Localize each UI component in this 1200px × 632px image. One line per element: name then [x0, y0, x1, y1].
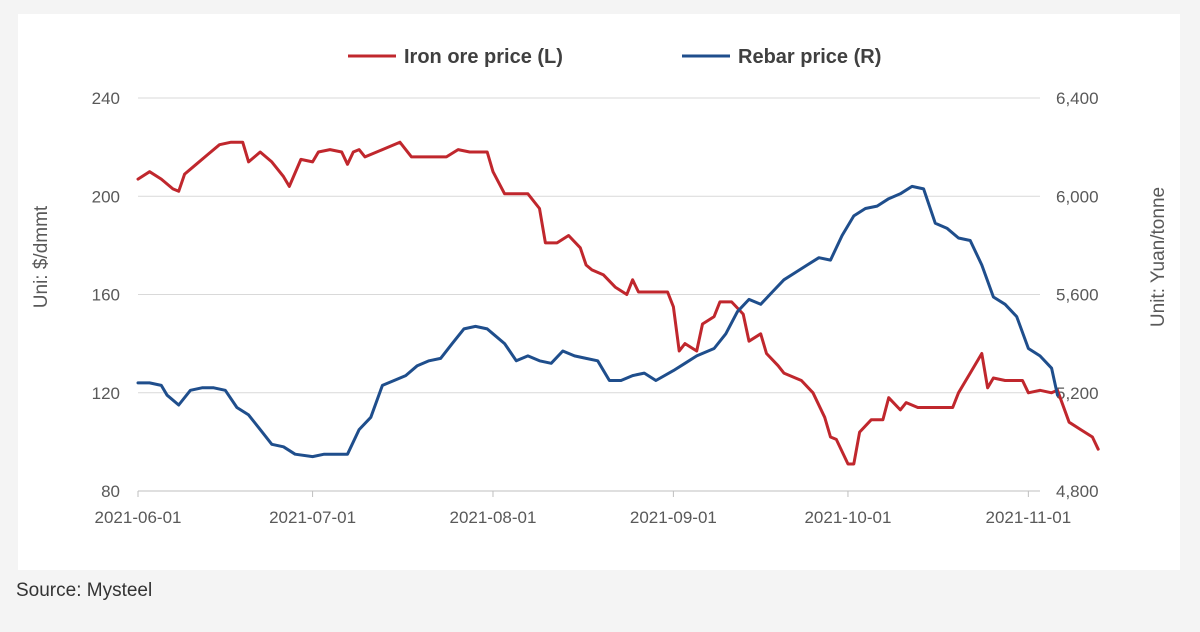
rebar-price-line	[136, 184, 1059, 459]
x-tick-label: 2021-07-01	[269, 508, 356, 527]
x-tick-label: 2021-10-01	[804, 508, 891, 527]
x-tick-label: 2021-11-01	[986, 508, 1072, 527]
y-left-tick-label: 80	[101, 482, 120, 501]
y-right-tick-label: 4,800	[1056, 482, 1099, 501]
y-left-tick-label: 160	[92, 286, 120, 305]
chart-card: Iron ore price (L) Rebar price (R) 80 120…	[18, 14, 1180, 570]
y-axis-right-title: Unit: Yuan/tonne	[1148, 187, 1169, 327]
y-right-tick-label: 5,600	[1056, 286, 1099, 305]
y-left-tick-label: 120	[92, 384, 120, 403]
y-right-tick-label: 6,400	[1056, 89, 1099, 108]
legend-label-rebar: Rebar price (R)	[738, 46, 881, 68]
x-tick-label: 2021-09-01	[630, 508, 717, 527]
y-left-tick-label: 200	[92, 187, 120, 206]
series-lines	[136, 140, 1100, 466]
gridlines	[138, 97, 1040, 394]
legend: Iron ore price (L) Rebar price (R)	[348, 46, 881, 68]
y-right-tick-label: 5,200	[1056, 384, 1099, 403]
y-left-tick-label: 240	[92, 89, 120, 108]
x-tick-label: 2021-08-01	[449, 508, 536, 527]
y-right-tick-label: 6,000	[1056, 187, 1099, 206]
y-axis-left-title: Uni: $/dmmt	[31, 205, 52, 308]
iron-ore-price-line	[136, 140, 1100, 466]
source-note: Source: Mysteel	[16, 580, 153, 601]
legend-label-iron-ore: Iron ore price (L)	[404, 46, 563, 68]
chart-svg: Iron ore price (L) Rebar price (R) 80 120…	[31, 46, 1169, 527]
axes: 80 120 160 200 240 4,800 5,200 5,600 6,000 6,400 2…	[92, 89, 1099, 527]
x-tick-label: 2021-06-01	[95, 508, 182, 527]
